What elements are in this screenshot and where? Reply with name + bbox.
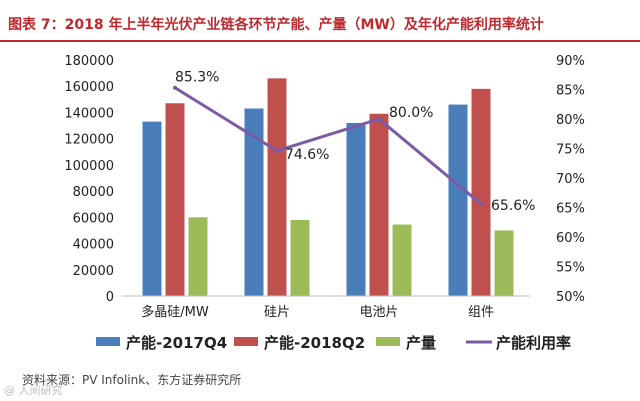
legend-label: 产量: [406, 334, 436, 352]
y-right-tick-label: 65%: [556, 202, 585, 217]
legend-swatch: [96, 337, 120, 346]
y-left-tick-label: 180000: [64, 54, 114, 69]
line-data-label: 85.3%: [175, 70, 219, 86]
watermark: @ 人间研究: [4, 384, 63, 397]
bar-3: [494, 230, 514, 296]
bar-3: [290, 219, 310, 296]
line-point: [275, 148, 279, 153]
title-bar: 图表 7：2018 年上半年光伏产业链各环节产能、产量（MW）及年化产能利用率统…: [0, 0, 640, 42]
x-tick-label: 组件: [468, 305, 494, 320]
y-right-tick-label: 70%: [556, 172, 585, 187]
line-point: [173, 85, 177, 90]
bar-1: [142, 121, 162, 296]
y-left-tick-label: 40000: [73, 238, 114, 253]
y-left-tick-label: 20000: [73, 264, 114, 279]
bar-3: [392, 224, 412, 296]
y-right-tick-label: 55%: [556, 261, 585, 276]
y-right-tick-label: 60%: [556, 231, 585, 246]
y-left-tick-label: 80000: [73, 185, 114, 200]
y-right-tick-label: 75%: [556, 143, 585, 158]
line-data-label: 74.6%: [285, 147, 329, 163]
x-tick-label: 硅片: [264, 305, 290, 320]
title-rule: [0, 40, 640, 42]
legend-label: 产能利用率: [496, 334, 571, 352]
y-left-tick-label: 100000: [64, 159, 114, 174]
y-left-tick-label: 0: [106, 290, 114, 305]
bar-2: [369, 113, 389, 296]
bar-2: [165, 103, 185, 297]
bar-3: [188, 217, 208, 296]
legend-label: 产能-2017Q4: [126, 334, 227, 352]
line-data-label: 65.6%: [491, 198, 535, 214]
utilization-line: [174, 86, 482, 206]
y-left-tick-label: 120000: [64, 133, 114, 148]
y-right-tick-label: 50%: [556, 290, 585, 305]
bar-1: [346, 122, 366, 296]
bar-2: [267, 78, 287, 296]
legend-swatch: [376, 337, 400, 346]
y-left-tick-label: 160000: [64, 80, 114, 95]
line-point: [479, 201, 483, 206]
line-point: [377, 117, 381, 121]
chart-title: 图表 7：2018 年上半年光伏产业链各环节产能、产量（MW）及年化产能利用率统…: [8, 17, 544, 33]
x-tick-label: 多晶硅/MW: [141, 304, 209, 320]
y-left-tick-label: 60000: [73, 211, 114, 226]
bar-2: [471, 88, 491, 296]
y-right-tick-label: 85%: [556, 84, 585, 99]
legend-label: 产能-2018Q2: [264, 334, 365, 352]
source-note: 资料来源：PV Infolink、东方证券研究所: [22, 373, 242, 387]
line-data-label: 80.0%: [389, 105, 433, 121]
bar-1: [448, 104, 468, 296]
bar-1: [244, 108, 264, 296]
y-right-tick-label: 80%: [556, 113, 585, 128]
x-tick-label: 电池片: [359, 305, 398, 320]
legend-swatch: [234, 337, 258, 346]
y-left-tick-label: 140000: [64, 106, 114, 121]
y-right-tick-label: 90%: [556, 54, 585, 69]
